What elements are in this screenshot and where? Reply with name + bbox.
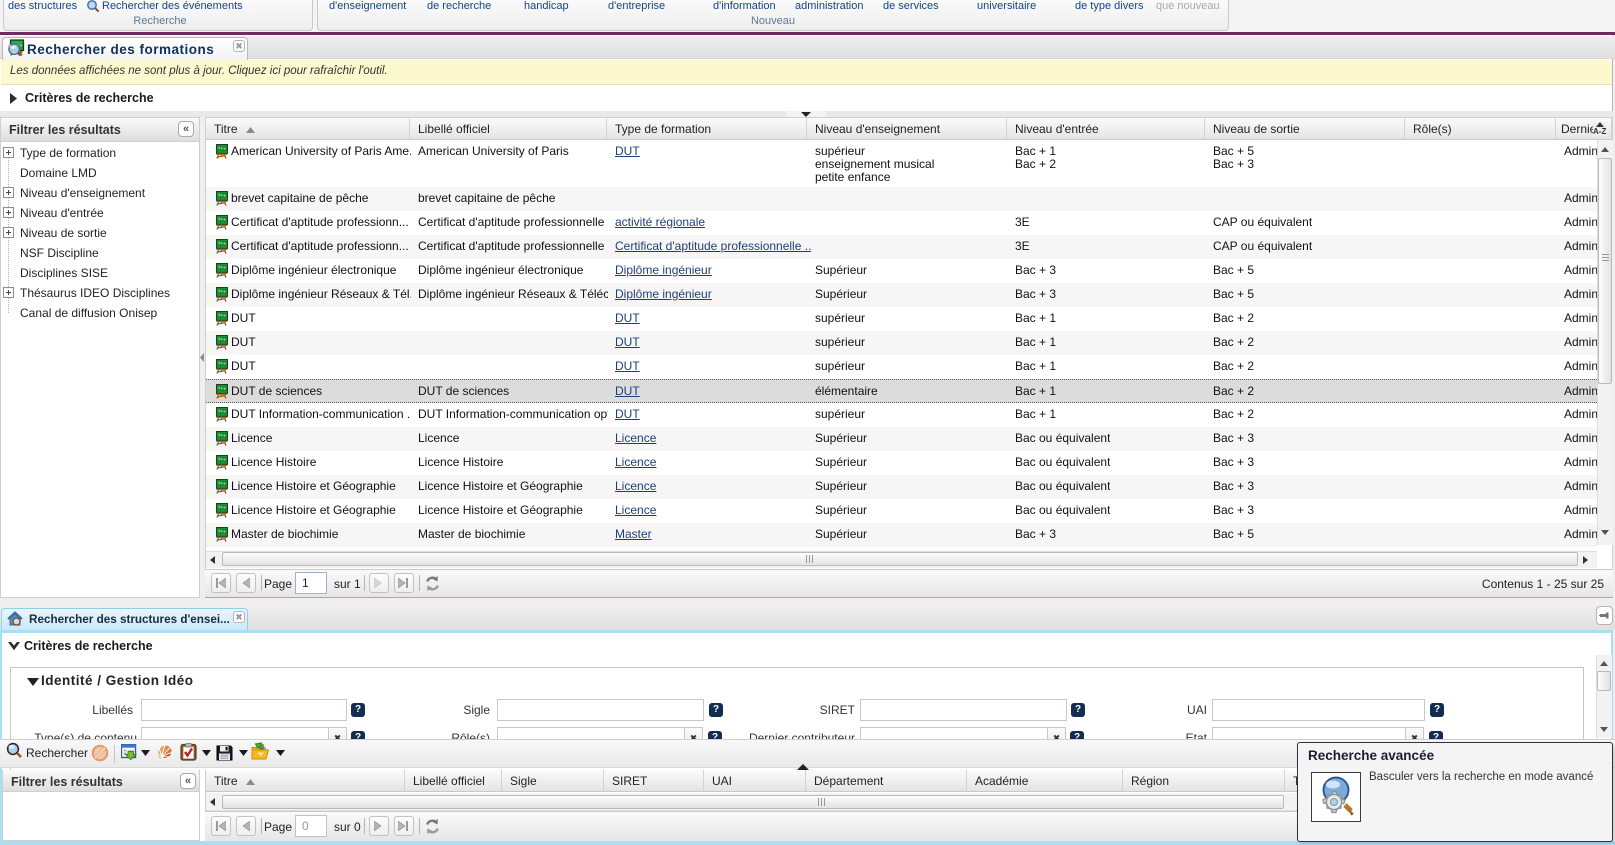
svg-text:A-Z: A-Z <box>1593 127 1606 136</box>
